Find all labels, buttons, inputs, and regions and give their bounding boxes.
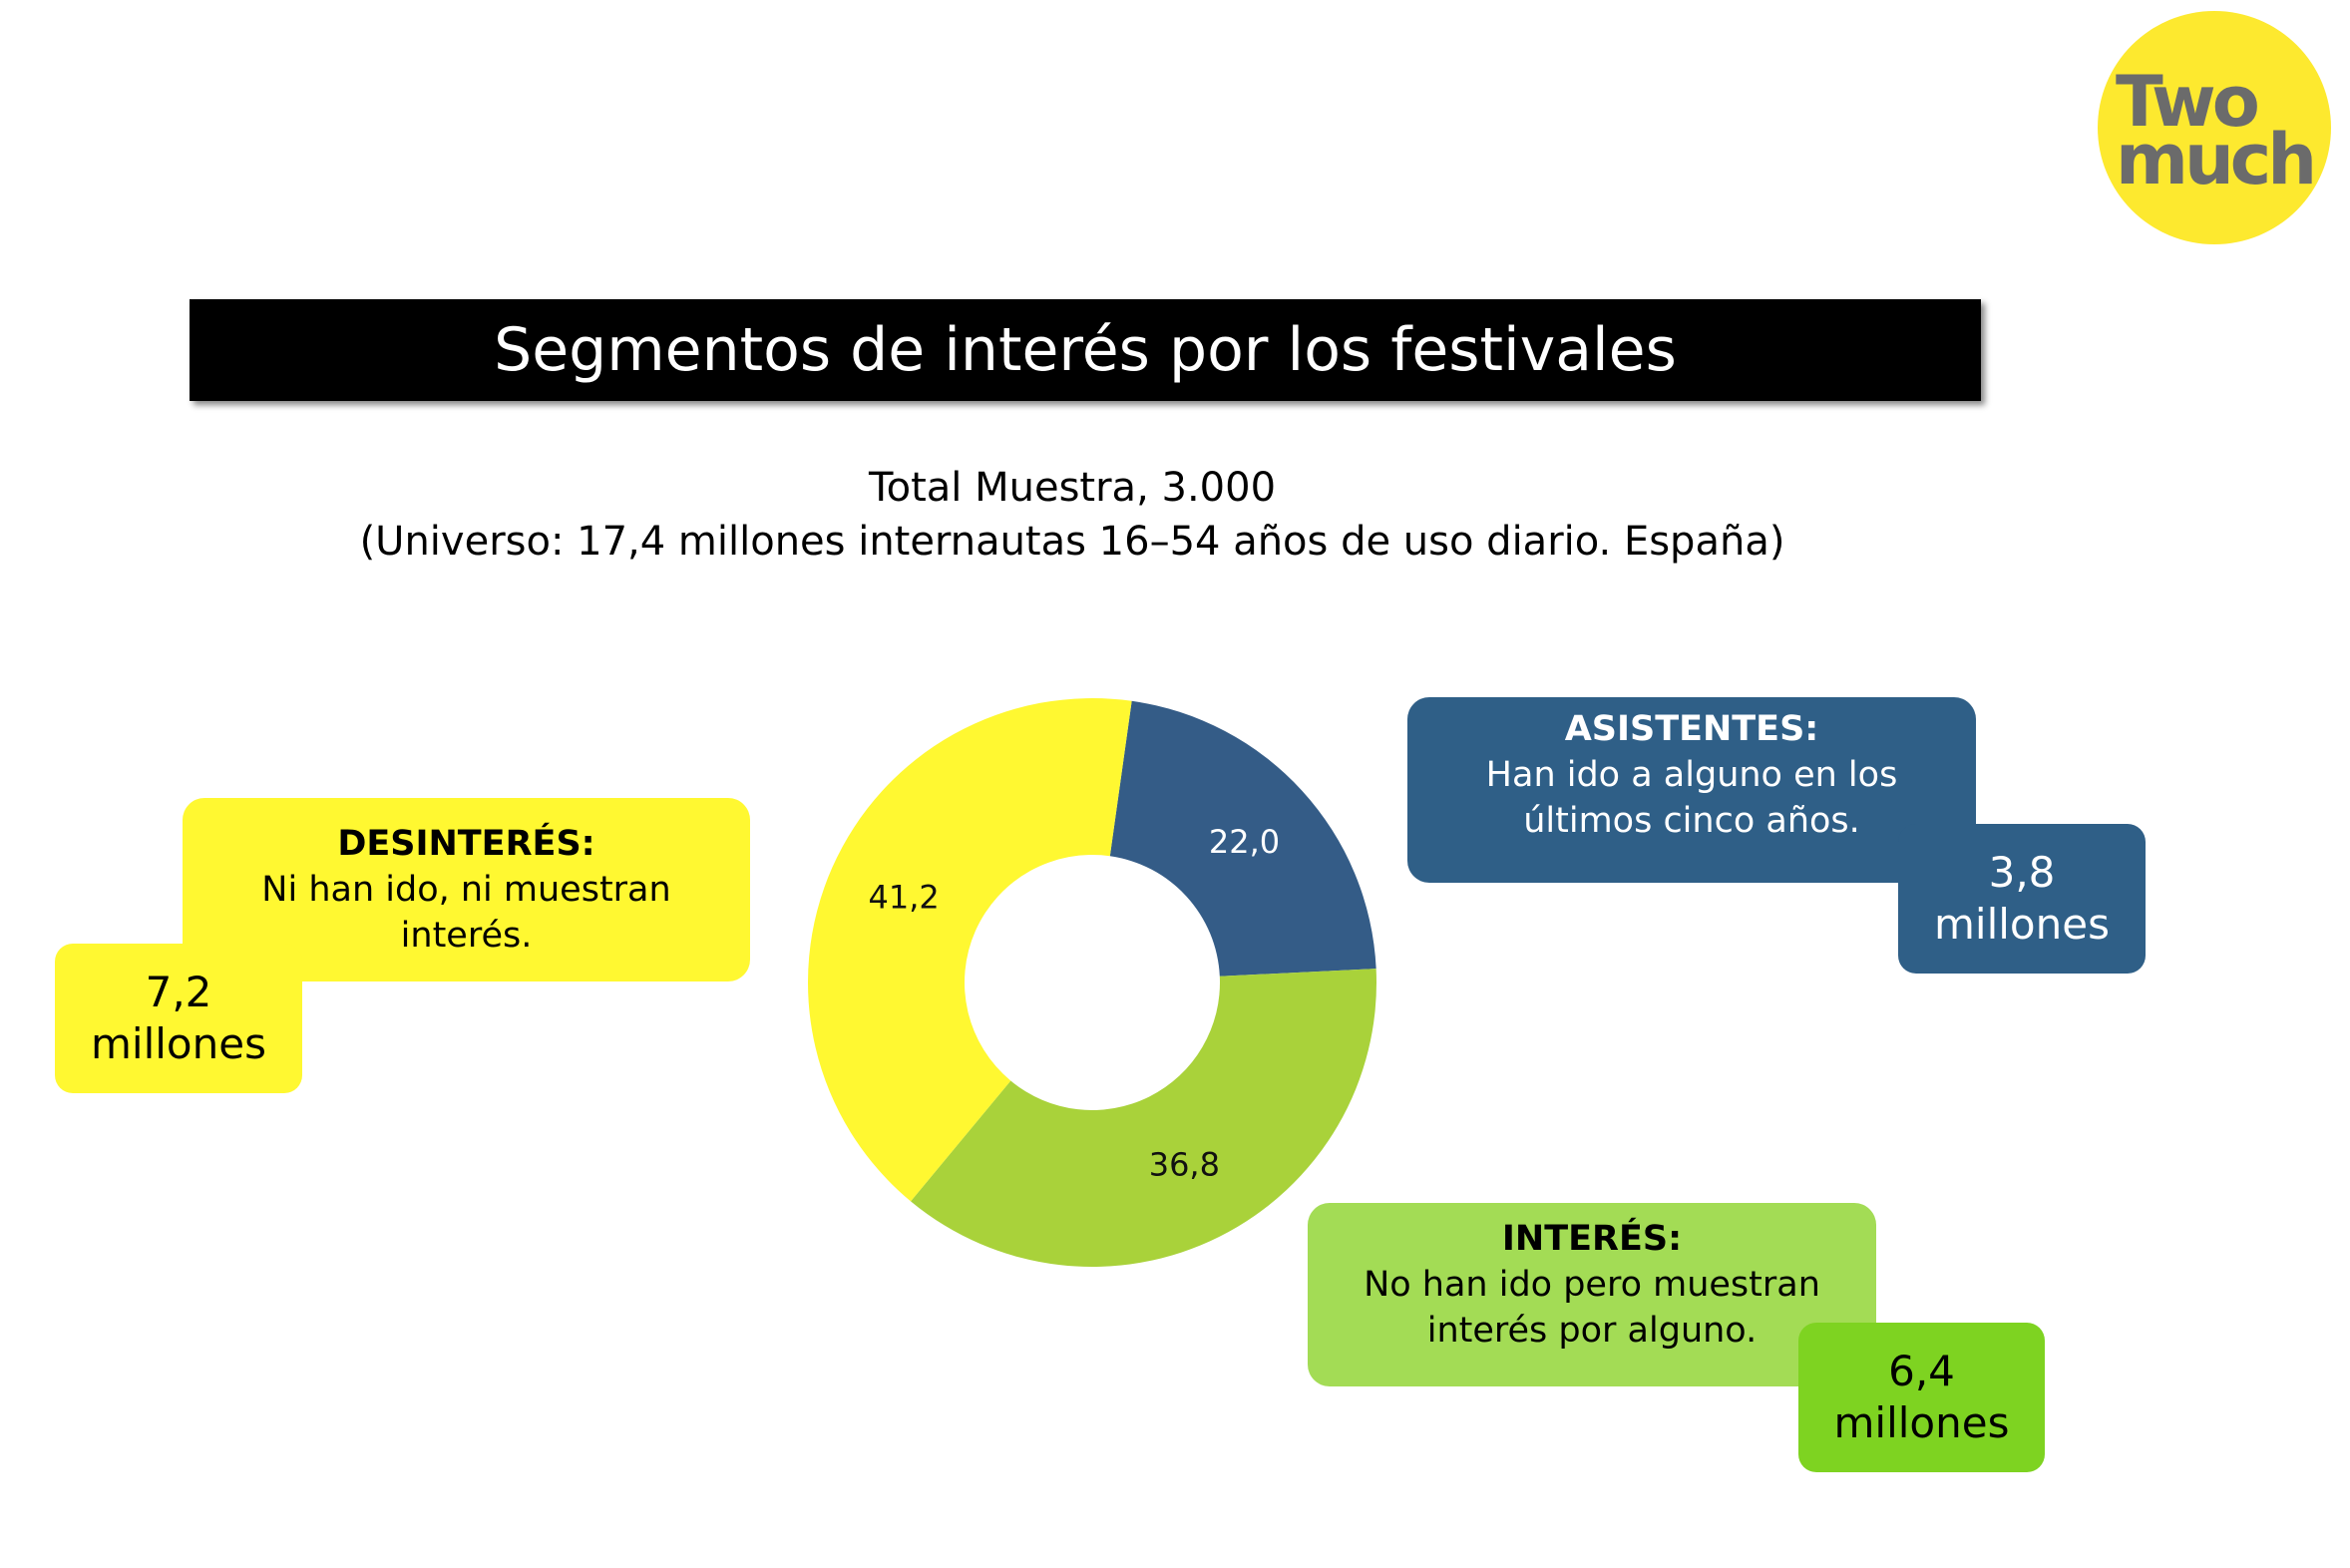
chart-title: Segmentos de interés por los festivales [494, 315, 1677, 385]
amount-unit: millones [1934, 900, 2110, 949]
donut-slice [808, 698, 1132, 1202]
amount-unit: millones [91, 1019, 266, 1068]
donut-slice [911, 969, 1377, 1267]
logo-text: Two [2116, 61, 2260, 143]
subtitle-line: (Universo: 17,4 millones internautas 16–… [359, 519, 1785, 565]
data-label: 41,2 [868, 879, 939, 917]
callout: DESINTERÉS: Ni han ido, ni muestran inte… [183, 798, 750, 981]
callout-heading: INTERÉS: [1501, 1219, 1683, 1259]
amount: 7,2 [145, 968, 212, 1016]
callout-text: Han ido a alguno en los últimos cinco añ… [1485, 755, 1898, 841]
data-label: 36,8 [1149, 1146, 1220, 1184]
callout: INTERÉS: No han ido pero muestran interé… [1308, 1203, 1876, 1386]
title-bar: Segmentos de interés por los festivales [190, 299, 1981, 401]
amount: 3,8 [1988, 848, 2056, 897]
logo: Two much [2098, 11, 2331, 244]
amount-box: 6,4 millones [1798, 1323, 2045, 1472]
donut-slice [1109, 700, 1376, 977]
callout-text: No han ido pero muestran interés por alg… [1364, 1265, 1820, 1351]
callout: ASISTENTES: Han ido a alguno en los últi… [1407, 697, 1976, 883]
logo-text: much [2116, 119, 2317, 200]
amount: 6,4 [1888, 1347, 1955, 1395]
subtitle: Total Muestra, 3.000 (Universo: 17,4 mil… [0, 461, 2145, 569]
callout-text: Ni han ido, ni muestran interés. [261, 870, 671, 956]
subtitle-line: Total Muestra, 3.000 [868, 465, 1277, 511]
amount-unit: millones [1833, 1398, 2010, 1447]
callout-heading: DESINTERÉS: [337, 824, 595, 864]
amount-box: 3,8 millones [1898, 824, 2146, 974]
data-label: 22,0 [1209, 823, 1280, 861]
callout-heading: ASISTENTES: [1564, 709, 1819, 749]
amount-box: 7,2 millones [55, 944, 302, 1093]
